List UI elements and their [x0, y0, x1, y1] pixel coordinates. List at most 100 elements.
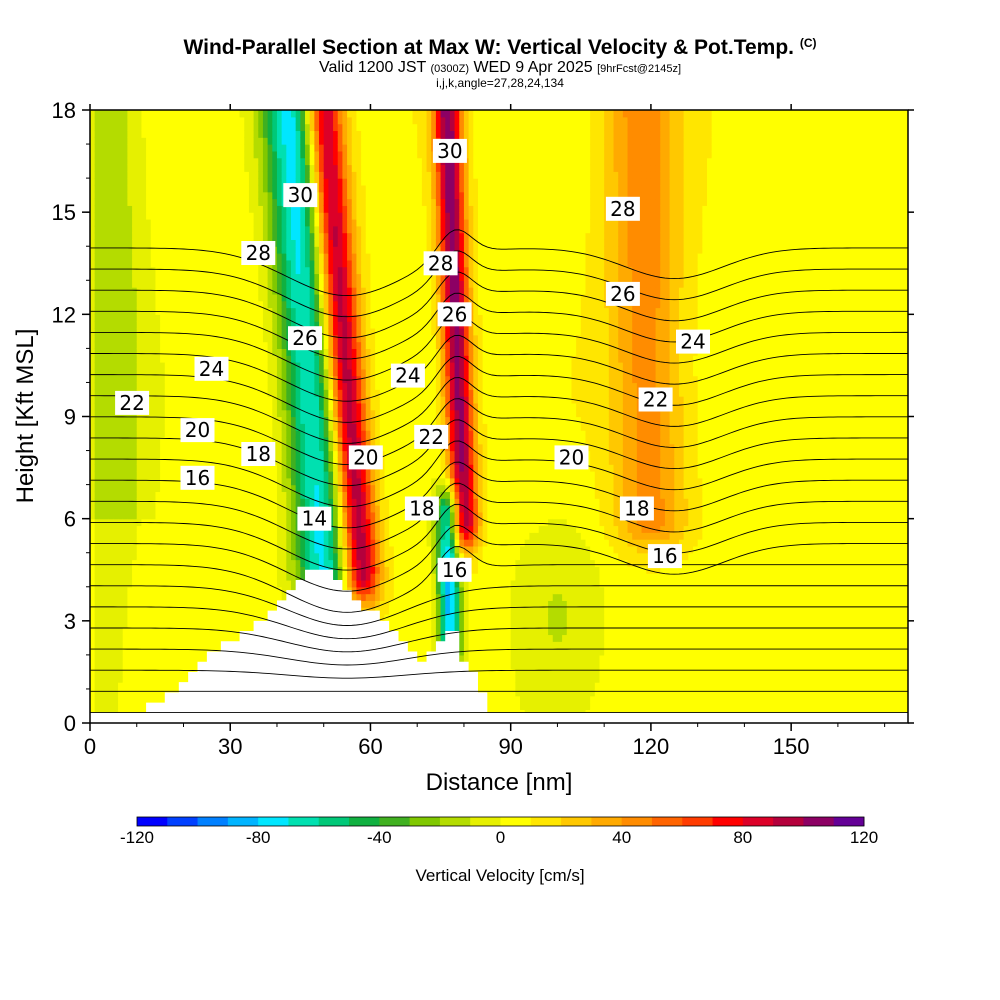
field-cell [155, 321, 161, 329]
field-cell [309, 402, 315, 411]
field-cell [150, 586, 157, 595]
field-cell [174, 505, 180, 513]
field-cell [183, 518, 189, 527]
field-cell [202, 110, 208, 118]
field-cell [155, 300, 161, 309]
field-cell [122, 532, 128, 540]
field-cell [150, 157, 157, 166]
field-cell [267, 144, 273, 152]
field-cell [239, 389, 245, 397]
field-cell [169, 273, 175, 281]
field-cell [258, 423, 264, 431]
field-cell [225, 348, 231, 356]
field-cell [118, 123, 124, 132]
field-cell [141, 545, 147, 554]
field-cell [160, 675, 166, 683]
field-cell [178, 614, 185, 622]
field-cell [188, 593, 194, 601]
field-cell [113, 144, 119, 152]
field-cell [188, 253, 194, 261]
field-cell [267, 586, 273, 595]
field-cell [113, 116, 119, 125]
field-cell [281, 116, 287, 125]
field-cell [253, 552, 259, 561]
field-cell [197, 409, 203, 418]
field-cell [104, 559, 110, 567]
field-cell [113, 443, 119, 452]
field-cell [290, 273, 297, 281]
field-cell [197, 327, 203, 336]
field-cell [108, 614, 114, 622]
field-cell [286, 423, 292, 431]
field-cell [160, 198, 166, 206]
field-cell [305, 484, 311, 493]
field-cell [122, 573, 128, 581]
field-cell [136, 627, 143, 636]
field-cell [146, 205, 152, 213]
field-cell [342, 144, 348, 152]
field-cell [164, 566, 171, 574]
field-cell [295, 559, 301, 567]
field-cell [197, 300, 203, 309]
field-cell [150, 634, 157, 642]
field-cell [295, 130, 301, 138]
field-cell [197, 566, 203, 574]
field-cell [155, 545, 161, 554]
field-cell [333, 470, 339, 479]
field-cell [132, 641, 138, 649]
field-cell [300, 416, 306, 424]
field-cell [262, 382, 269, 390]
field-cell [178, 171, 185, 179]
field-cell [337, 518, 344, 527]
field-cell [132, 164, 138, 172]
field-cell [272, 396, 278, 404]
field-cell [342, 130, 348, 138]
field-cell [141, 253, 147, 261]
field-cell [90, 409, 96, 418]
field-cell [230, 375, 236, 384]
field-cell [150, 627, 157, 636]
field-cell [211, 232, 217, 241]
field-cell [276, 470, 283, 479]
field-cell [323, 130, 329, 138]
field-cell [113, 327, 119, 336]
field-cell [258, 518, 264, 527]
field-cell [160, 477, 166, 486]
field-cell [258, 402, 264, 411]
field-cell [211, 314, 217, 322]
field-cell [211, 491, 217, 499]
field-cell [305, 212, 311, 220]
field-cell [248, 518, 255, 527]
field-cell [160, 218, 166, 227]
field-cell [169, 266, 175, 275]
field-cell [202, 566, 208, 574]
field-cell [333, 116, 339, 125]
field-cell [347, 525, 353, 533]
field-cell [253, 327, 259, 336]
field-cell [300, 300, 306, 309]
field-cell [197, 648, 203, 656]
field-cell [164, 525, 171, 533]
field-cell [347, 484, 353, 493]
field-cell [211, 607, 217, 615]
field-cell [178, 491, 185, 499]
field-cell [319, 293, 325, 302]
field-cell [188, 218, 194, 227]
field-cell [169, 246, 175, 254]
field-cell [220, 409, 227, 418]
field-cell [174, 566, 180, 574]
field-cell [248, 573, 255, 581]
field-cell [127, 368, 133, 377]
field-cell [118, 552, 124, 561]
field-cell [169, 586, 175, 595]
field-cell [113, 552, 119, 561]
field-cell [174, 450, 180, 458]
field-cell [136, 484, 143, 493]
field-cell [108, 695, 114, 704]
field-cell [113, 586, 119, 595]
field-cell [305, 253, 311, 261]
field-cell [216, 327, 222, 336]
field-cell [230, 430, 236, 438]
field-cell [276, 498, 283, 506]
field-cell [267, 212, 273, 220]
